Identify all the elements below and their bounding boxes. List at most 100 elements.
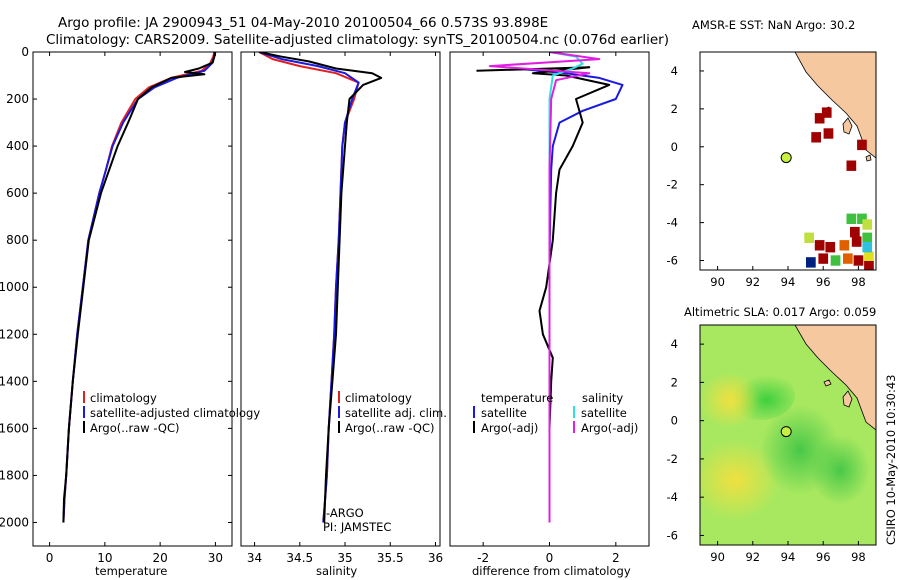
y-tick-label: 0	[671, 140, 678, 154]
x-tick-label: 98	[851, 550, 866, 564]
x-tick-label: 30	[208, 551, 223, 565]
float-location-marker	[780, 426, 792, 438]
x-tick-label: 96	[816, 275, 831, 289]
sla-map-panel: Altimetric SLA: 0.017 Argo: 0.059 90 92 94…	[667, 305, 898, 564]
legend-label: Argo(-adj)	[481, 421, 538, 435]
salinity-axes-frame	[240, 51, 441, 547]
sst-cell	[804, 232, 814, 243]
x-tick-label: 34	[247, 551, 262, 565]
difference-panel: -2 0 2 difference from climatology tempera…	[449, 51, 650, 578]
y-tick-label: 800	[6, 233, 29, 247]
temperature-legend: climatology satellite-adjusted climatolo…	[83, 391, 260, 435]
difference-xlabel: difference from climatology	[472, 564, 631, 578]
x-tick-label: 36	[428, 551, 443, 565]
series-line-temperature-argo-adj-	[476, 66, 611, 523]
legend-label: Argo(..raw -QC)	[345, 421, 435, 435]
x-tick-label: 0	[46, 551, 54, 565]
series-line-temperature-satellite	[516, 67, 624, 523]
sst-cell	[850, 226, 860, 238]
y-tick-label: 4	[671, 64, 678, 78]
y-tick-label: 1600	[0, 421, 29, 435]
sst-map-panel: AMSR-E SST: NaN Argo: 30.2 90 92 94 96 98 -6 -…	[667, 18, 877, 289]
sst-cell	[846, 213, 857, 224]
y-tick-label: 4	[671, 337, 678, 351]
sla-map-ticks: 90 92 94 96 98 -6 -4 -2 0 2 4	[667, 337, 866, 564]
y-tick-label: -2	[667, 452, 678, 466]
temperature-ticks: 0 10 20 30 0 200 400 600 800 1000 1200 1400 1600 1800…	[0, 45, 232, 565]
sst-cell	[846, 160, 857, 171]
float-location-marker	[780, 152, 792, 164]
x-tick-label: 35.5	[377, 551, 404, 565]
island-land	[865, 154, 872, 162]
y-tick-label: -6	[667, 254, 678, 268]
series-line-climatology	[258, 52, 360, 523]
sst-cell	[857, 139, 867, 151]
y-tick-label: 1000	[0, 280, 29, 294]
sst-map-content	[700, 52, 876, 270]
x-tick-label: 34.5	[286, 551, 313, 565]
y-tick-label: -4	[667, 216, 678, 230]
sst-cell	[814, 240, 825, 251]
figure-title: Argo profile: JA 2900943_51 04-May-2010 …	[58, 15, 548, 31]
legend-heading-salinity: salinity	[582, 391, 623, 405]
y-tick-label: 2	[671, 375, 678, 389]
series-line-satellite-adjusted-climatology	[62, 52, 217, 523]
y-tick-label: 0	[671, 414, 678, 428]
x-tick-label: 35	[337, 551, 352, 565]
island-land	[842, 390, 853, 408]
sst-cell	[830, 255, 841, 266]
series-line-salinity-satellite	[548, 52, 584, 523]
y-tick-label: 600	[6, 186, 29, 200]
sst-cell	[818, 253, 829, 264]
legend-label: satellite	[481, 406, 527, 420]
x-tick-label: 98	[851, 275, 866, 289]
legend-label: Argo(..raw -QC)	[90, 421, 180, 435]
x-tick-label: 20	[152, 551, 167, 565]
sst-cell	[862, 232, 873, 243]
legend-label: satellite-adjusted climatology	[90, 406, 260, 420]
temperature-xlabel: temperature	[95, 564, 167, 578]
float-program-annotation: J-ARGO	[322, 506, 364, 520]
sst-cells	[804, 107, 874, 270]
x-tick-label: 92	[745, 275, 760, 289]
x-tick-label: 90	[710, 550, 725, 564]
sst-cell	[857, 213, 867, 224]
series-line-argo-raw-qc-	[62, 52, 216, 523]
y-tick-label: 1400	[0, 374, 29, 388]
sst-cell	[864, 261, 874, 270]
sst-cell	[851, 236, 862, 247]
x-tick-label: 2	[612, 551, 620, 565]
x-tick-label: 94	[781, 275, 796, 289]
y-tick-label: -4	[667, 490, 678, 504]
x-tick-label: 90	[710, 275, 725, 289]
provenance-label: CSIRO 10-May-2010 10:30:43	[884, 375, 898, 546]
y-tick-label: 0	[21, 45, 29, 59]
salinity-panel: 34 34.5 35 35.5 36 salinity climatology sate…	[240, 51, 447, 578]
legend-label: satellite adj. clim.	[345, 406, 447, 420]
legend-label: satellite	[581, 406, 627, 420]
y-tick-label: 2000	[0, 515, 29, 529]
x-tick-label: 0	[546, 551, 554, 565]
legend-label: Argo(-adj)	[581, 421, 638, 435]
float-pi-annotation: PI: JAMSTEC	[323, 520, 391, 534]
sst-cell	[864, 251, 874, 262]
sst-cell	[823, 128, 834, 139]
x-tick-label: 10	[97, 551, 112, 565]
y-tick-label: -6	[667, 528, 678, 542]
sst-cell	[825, 242, 836, 253]
sst-map-ticks: 90 92 94 96 98 -6 -4 -2 0 2 4	[667, 64, 866, 289]
sumatra-land	[794, 52, 876, 159]
difference-series-group	[476, 52, 624, 523]
y-tick-label: 2	[671, 102, 678, 116]
legend-label: climatology	[345, 391, 412, 405]
series-line-climatology	[62, 52, 216, 523]
sumatra-land	[794, 325, 876, 431]
salinity-series-group	[258, 52, 383, 523]
series-line-salinity-argo-adj-	[488, 52, 601, 523]
temperature-panel: 0 10 20 30 0 200 400 600 800 1000 1200 1400 1600 1800…	[0, 45, 260, 578]
x-tick-label: 96	[816, 550, 831, 564]
island-land	[823, 379, 832, 387]
sla-map-content	[700, 325, 876, 545]
x-tick-label: 92	[745, 550, 760, 564]
